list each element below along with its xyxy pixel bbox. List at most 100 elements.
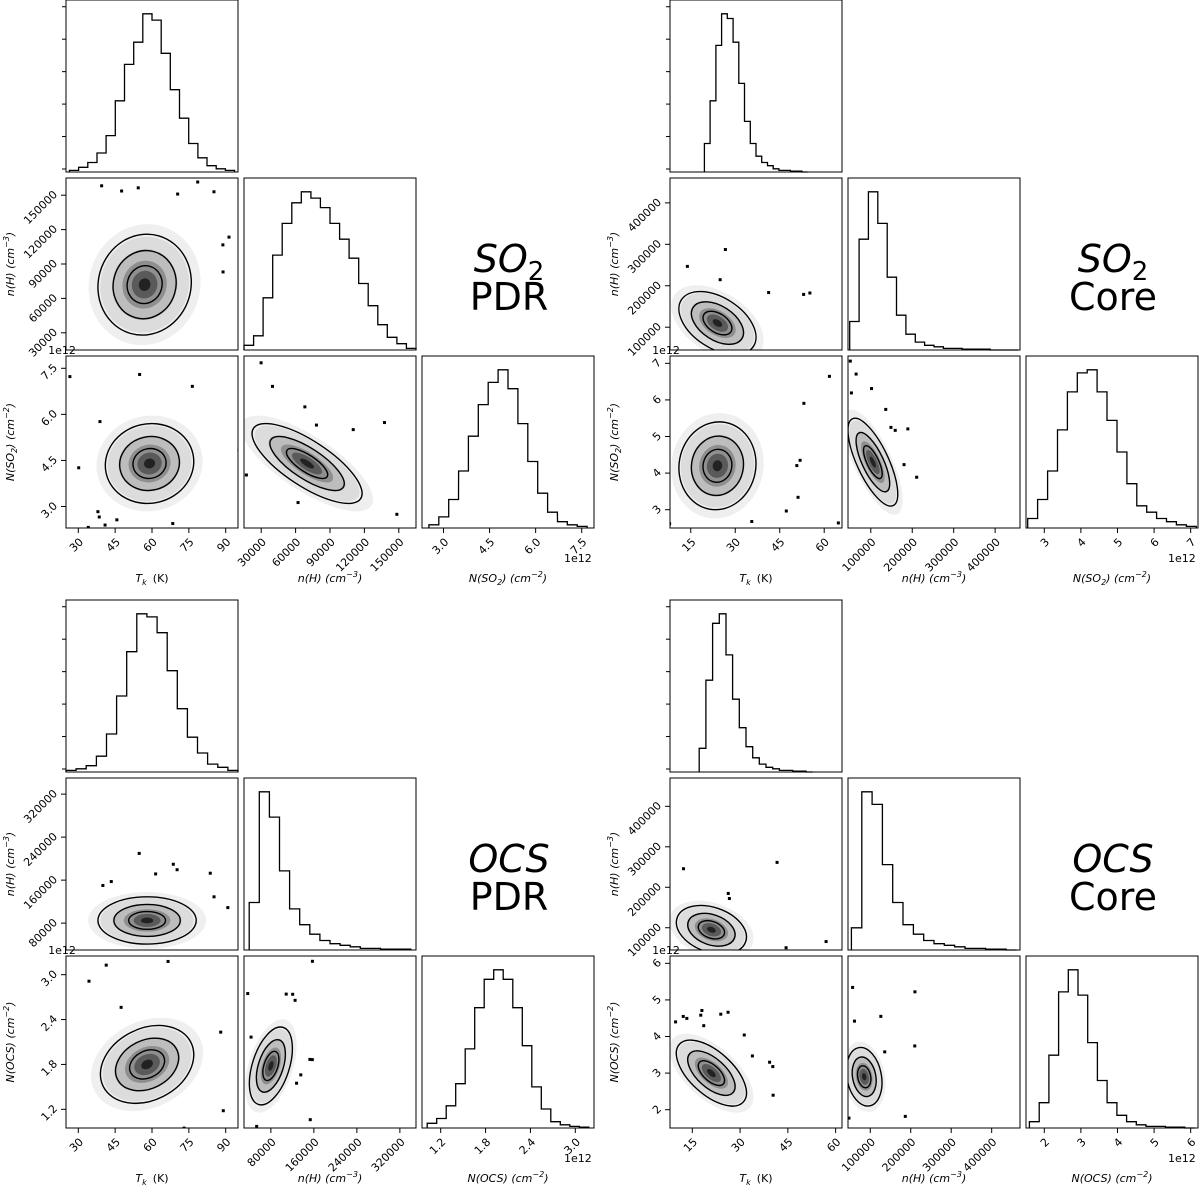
scatter-point (836, 521, 840, 525)
scatter-point (182, 1126, 186, 1128)
contour-line-0 (678, 421, 757, 511)
scatter-point (842, 1004, 845, 1007)
scatter-point (249, 1035, 253, 1039)
scatter-point (685, 1016, 689, 1020)
x-tick-label: 3 (1038, 536, 1052, 550)
density-level-5 (712, 460, 723, 472)
x-label-ncol-sup: −2 (1135, 570, 1147, 579)
y-label-nh-sup: −3 (2, 236, 11, 248)
density-tk_ncol (66, 356, 238, 564)
scatter-point (98, 420, 102, 424)
x-axis-label-nh: n(H) (cm−3) (298, 570, 362, 585)
density-level-5 (144, 458, 156, 469)
x-tick-label: 300000 (920, 1136, 959, 1175)
histogram-ncol (1027, 369, 1197, 528)
scatter-point (303, 405, 307, 409)
x-axis-label-ncol: N(SO2) (cm−2) (469, 570, 547, 587)
y-label-nh-sup: −3 (606, 836, 615, 848)
y-offset-text: 1e12 (652, 344, 680, 357)
panel-title-region: PDR (470, 875, 549, 919)
scatter-point (452, 581, 455, 584)
scatter-point (208, 871, 212, 875)
panel-title-molecule-text: OCS (468, 837, 549, 881)
x-tick-label: 2.4 (517, 1136, 539, 1158)
density-level-5 (138, 278, 151, 291)
histogram-tk (65, 613, 239, 772)
x-tick-label: 30 (724, 536, 743, 555)
y-tick-label: 300000 (625, 840, 664, 879)
x-label-ncol-unit: ) (cm (1105, 572, 1135, 585)
contour-line-1 (114, 1037, 180, 1092)
scatter-point (903, 1114, 907, 1118)
scatter-point (196, 180, 200, 184)
contour-line-2 (702, 310, 733, 336)
scatter-point (77, 466, 81, 470)
density-nh_ncol (244, 956, 416, 1128)
scatter-point (915, 531, 918, 534)
x-tick-label: 3.0 (430, 536, 452, 558)
scatter-point (796, 495, 800, 499)
y-tick-label: 200000 (625, 279, 664, 318)
density-level-5 (268, 1061, 274, 1071)
scatter-point (291, 992, 295, 996)
x-label-tk-subscript: k (746, 1178, 751, 1187)
panel-title-region: Core (1069, 875, 1157, 919)
x-label-nh-close: ) (357, 572, 362, 585)
scatter-point (87, 979, 91, 983)
x-label-nh-sup: −3 (346, 1170, 358, 1179)
x-tick-label: 300000 (923, 536, 962, 575)
scatter-point (227, 235, 231, 239)
y-label-nh-text: n(H) (cm (608, 248, 621, 296)
x-label-nh-sup: −3 (346, 570, 358, 579)
histogram-frame-nh (847, 177, 1021, 351)
x-label-tk-unit: (K) (757, 1172, 773, 1185)
scatter-point (589, 953, 592, 956)
histogram-nh (248, 791, 412, 950)
x-tick-label: 400000 (961, 1136, 1000, 1175)
histogram-frame-ncol (1025, 355, 1199, 529)
x-label-tk-unit: (K) (757, 572, 773, 585)
y-tick-label: 60000 (26, 291, 60, 325)
scatter-point (190, 384, 194, 388)
histogram-tk (703, 13, 808, 173)
scatter-point (699, 1013, 703, 1017)
scatter-point (338, 540, 341, 543)
scatter-point (101, 883, 105, 887)
x-tick-label: 15 (679, 536, 698, 555)
scatter-point (824, 940, 828, 944)
scatter-point (794, 353, 797, 356)
density-tk_ncol (57, 956, 238, 1128)
x-label-ncol-sup: −2 (532, 1170, 544, 1179)
density-level-5 (869, 456, 876, 468)
x-label-tk-subscript: k (746, 578, 751, 587)
scatter-point (296, 501, 300, 505)
y-label-close: ) (608, 232, 621, 237)
scatter-point (293, 998, 297, 1002)
scatter-point (57, 1104, 60, 1107)
x-tick-label: 320000 (369, 1136, 408, 1175)
x-axis-label-nh: n(H) (cm−3) (298, 1170, 362, 1185)
scatter-point (704, 537, 707, 540)
scatter-point (123, 561, 126, 564)
contour-line-0 (97, 233, 193, 336)
x-axis-label-tk: Tk (K) (739, 572, 772, 587)
density-nh_ncol (244, 356, 455, 584)
y-label-ncol-sup: −2 (606, 407, 615, 419)
corner-plot-1: 15 30 45 60 100000 200000 300000 400000 3 4 5 6 7Tk(… (606, 0, 1199, 587)
x-axis-label-tk: Tk (K) (135, 1172, 168, 1187)
scatter-point (718, 278, 722, 282)
scatter-point (221, 243, 225, 247)
x-tick-label: 5 (1148, 1136, 1162, 1150)
x-label-nh-close: ) (357, 1172, 362, 1185)
y-label-ncol-text: N(SO (608, 453, 621, 482)
y-label-nh-text: n(H) (cm (4, 848, 17, 896)
scatter-point (646, 583, 649, 586)
x-tick-label: 400000 (964, 536, 1003, 575)
scatter-point (52, 278, 55, 281)
histogram-frame-tk (65, 0, 239, 173)
scatter-point (630, 442, 633, 445)
x-label-tk-unit: (K) (153, 1172, 169, 1185)
scatter-point (154, 872, 158, 876)
scatter-point (308, 1057, 312, 1061)
y-axis-label-nh: n(H) (cm−3) (2, 832, 17, 896)
